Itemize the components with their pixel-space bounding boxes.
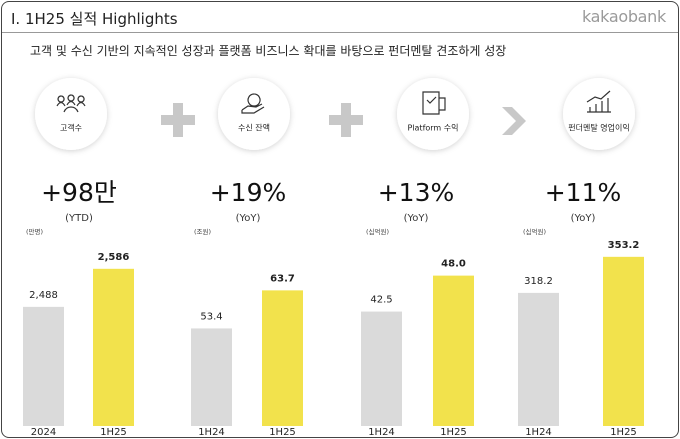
bar [518,292,559,426]
value-label: 353.2 [608,240,640,251]
header-rule [2,32,678,33]
bar [93,268,134,426]
unit-label: (십억원) [366,227,389,236]
x-tick-label: 1H24 [525,427,552,437]
x-tick-label: 1H25 [610,427,637,437]
icon-label: 수신 잔액 [238,123,270,133]
icon-circle [218,78,290,150]
x-tick-label: 2024 [31,427,56,437]
icon [241,93,265,114]
plus-sign [161,103,195,137]
value-label: 318.2 [524,276,553,287]
x-tick-label: 1H25 [100,427,127,437]
icon [56,94,86,113]
bar [23,306,64,426]
x-tick-label: 1H25 [440,427,467,437]
value-label: 42.5 [370,295,392,306]
bar [361,311,402,426]
bar [191,328,232,426]
headline-note: (YoY) [236,213,261,224]
connectors [161,103,526,137]
icon-label: 펀더멘탈 영업이익 [568,123,629,133]
bar [433,275,474,426]
value-label: 53.4 [200,311,222,322]
x-tick-label: 1H25 [269,427,296,437]
chevron [502,107,526,135]
headline-note: (YTD) [65,213,93,224]
headline: +98만 [41,178,117,207]
icon [422,91,446,115]
headline-note: (YoY) [571,213,596,224]
brand-logo: kakaobank [581,7,666,26]
icon-circle [35,78,107,150]
value-label: 2,586 [98,252,130,263]
value-label: 63.7 [270,273,295,284]
unit-label: (조원) [194,227,211,236]
icon-circle [563,78,635,150]
icon [586,90,611,113]
value-label: 2,488 [29,290,58,301]
x-tick-label: 1H24 [198,427,225,437]
plus-sign [329,103,363,137]
bar [603,256,644,426]
headline-note: (YoY) [404,213,429,224]
x-tick-label: 1H24 [368,427,395,437]
headline: +19% [210,178,287,207]
headline: +13% [378,178,455,207]
icon-label: 고객수 [60,123,82,133]
subtitle: 고객 및 수신 기반의 지속적인 성장과 플랫폼 비즈니스 확대를 바탕으로 펀… [30,44,507,58]
bar [262,290,303,426]
unit-label: (십억원) [523,227,546,236]
icon-label: Platform 수익 [407,123,458,133]
value-label: 48.0 [441,259,466,270]
slide-title: I. 1H25 실적 Highlights [11,10,178,28]
unit-label: (만명) [26,227,43,236]
headline: +11% [545,178,622,207]
